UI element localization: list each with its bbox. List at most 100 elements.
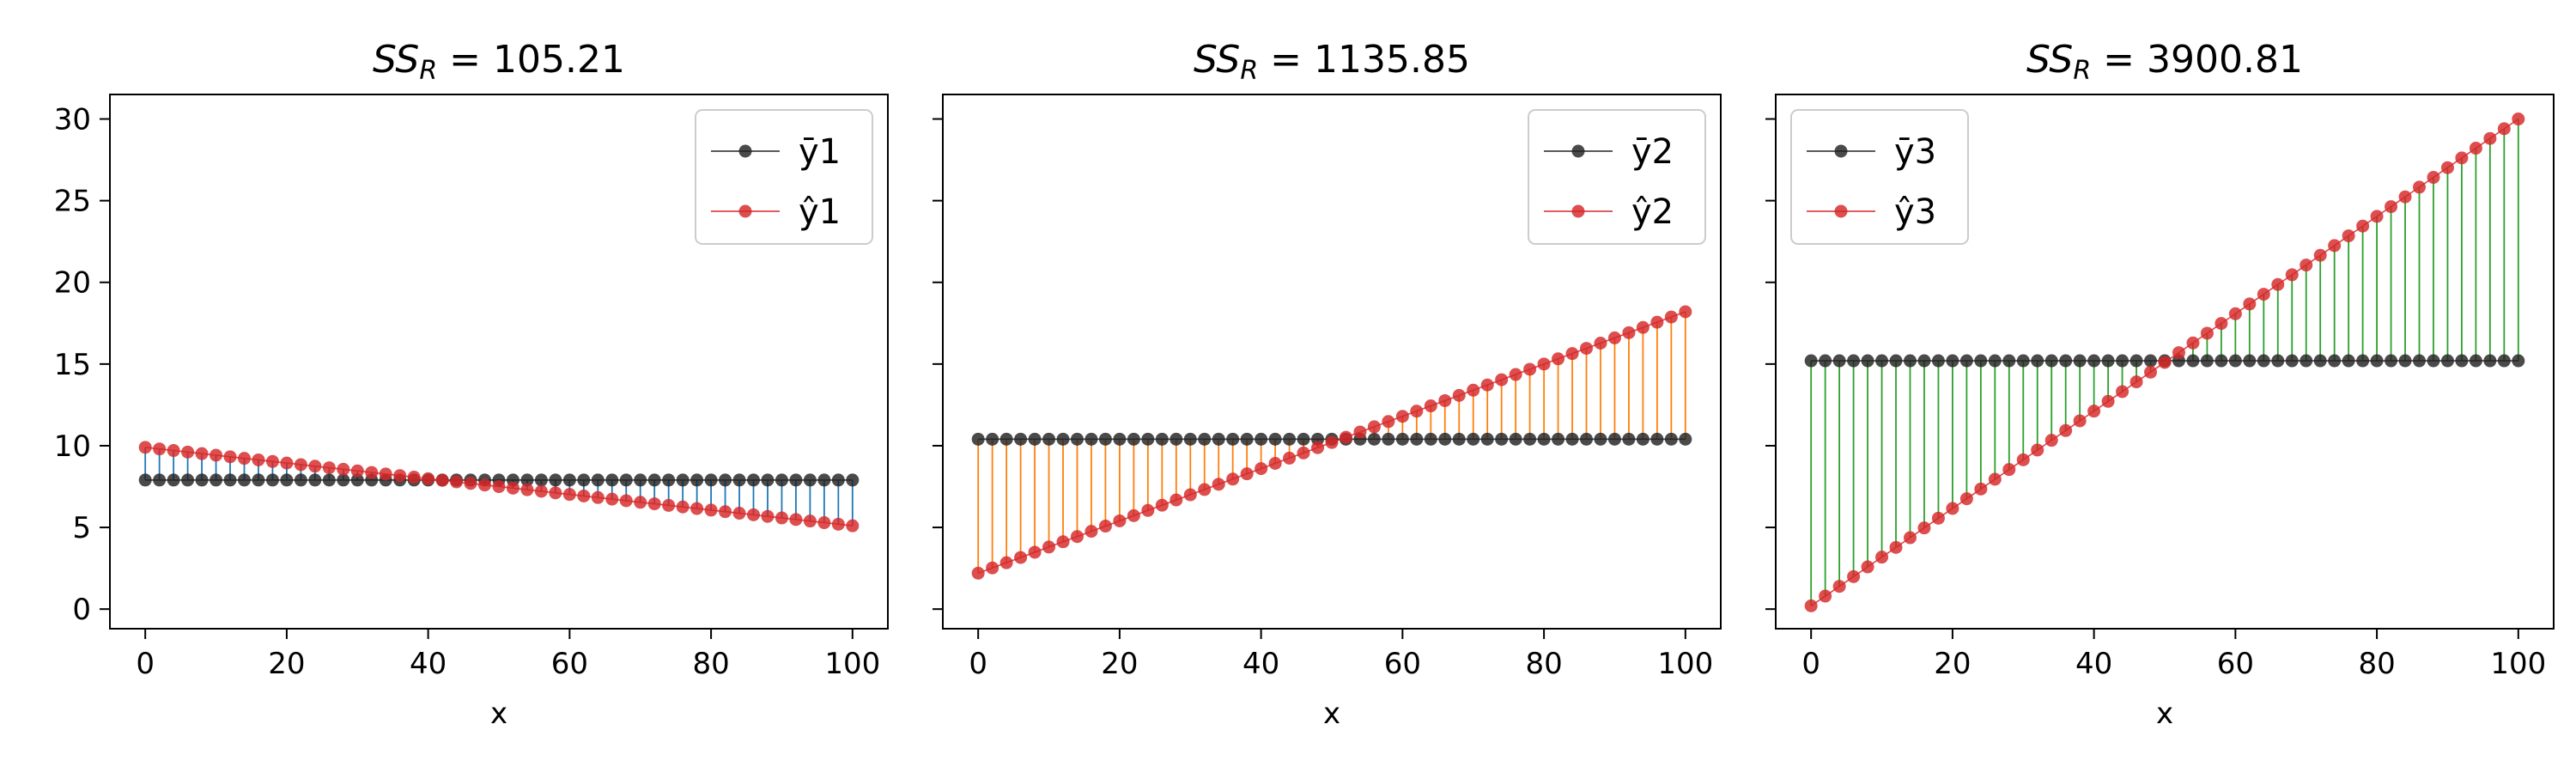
data-point-mean xyxy=(2087,354,2101,368)
data-point-mean xyxy=(2440,354,2454,368)
data-point-mean xyxy=(1832,354,1846,368)
data-point-mean xyxy=(1594,432,1607,446)
title-value: 1135.85 xyxy=(1314,38,1470,82)
data-point-predicted xyxy=(1127,508,1140,522)
data-point-mean xyxy=(265,473,279,487)
data-point-mean xyxy=(803,473,817,487)
data-point-predicted xyxy=(195,447,209,460)
title-equals: = xyxy=(437,38,493,82)
y-tick-label: 15 xyxy=(54,348,91,382)
data-point-mean xyxy=(195,473,209,487)
legend-marker xyxy=(738,204,752,218)
data-point-predicted xyxy=(464,477,477,490)
data-point-mean xyxy=(817,473,831,487)
x-tick-label: 100 xyxy=(824,647,880,681)
chart-panel-2: SSR = 1135.85 0 20 40 60 80 100 x ȳ2 ŷ2 xyxy=(933,38,1722,731)
data-point-predicted xyxy=(1537,357,1551,371)
y-tick-label: 0 xyxy=(72,593,91,627)
data-point-mean xyxy=(1580,432,1594,446)
data-point-mean xyxy=(153,473,167,487)
data-point-mean xyxy=(2228,354,2242,368)
x-axis-label: x xyxy=(1323,697,1340,731)
data-point-mean xyxy=(1283,432,1297,446)
data-point-predicted xyxy=(1028,545,1042,559)
data-point-predicted xyxy=(1198,483,1212,496)
data-point-mean xyxy=(2186,354,2200,368)
x-tick-label: 60 xyxy=(1384,647,1421,681)
data-point-predicted xyxy=(676,500,690,514)
data-point-predicted xyxy=(2455,151,2469,165)
data-point-mean xyxy=(1452,432,1466,446)
x-axis-label: x xyxy=(490,697,507,731)
title-subscript: R xyxy=(419,56,437,86)
data-point-predicted xyxy=(732,507,746,520)
data-point-mean xyxy=(2002,354,2016,368)
x-tick-label: 40 xyxy=(410,647,447,681)
data-point-predicted xyxy=(1113,514,1127,527)
data-point-predicted xyxy=(2342,229,2355,243)
data-point-mean xyxy=(1607,432,1621,446)
legend: ȳ3 ŷ3 xyxy=(1790,109,1969,245)
data-point-mean xyxy=(1931,354,1945,368)
data-point-predicted xyxy=(817,516,831,530)
data-point-mean xyxy=(2385,354,2398,368)
data-point-mean xyxy=(2469,354,2482,368)
data-point-predicted xyxy=(1607,331,1621,344)
data-point-predicted xyxy=(450,475,464,489)
data-point-predicted xyxy=(647,497,661,511)
data-point-mean xyxy=(1014,432,1028,446)
data-point-predicted xyxy=(1509,368,1522,381)
data-point-mean xyxy=(831,473,845,487)
data-point-predicted xyxy=(2440,161,2454,174)
data-point-mean xyxy=(676,473,690,487)
data-point-predicted xyxy=(1170,493,1183,507)
data-point-predicted xyxy=(308,460,322,473)
legend-label: ŷ1 xyxy=(799,192,841,232)
data-point-mean xyxy=(2483,354,2497,368)
axes-frame xyxy=(1775,94,2555,630)
data-point-predicted xyxy=(1875,551,1889,564)
legend: ȳ2 ŷ2 xyxy=(1528,109,1706,245)
data-point-mean xyxy=(1170,432,1183,446)
data-point-mean xyxy=(1127,432,1140,446)
data-point-mean xyxy=(647,473,661,487)
x-tick-label: 100 xyxy=(2490,647,2546,681)
data-point-predicted xyxy=(350,464,364,478)
data-point-mean xyxy=(2129,354,2143,368)
data-point-mean xyxy=(2144,354,2158,368)
title-prefix: SS xyxy=(1194,38,1240,82)
data-point-mean xyxy=(1875,354,1889,368)
data-point-predicted xyxy=(1014,551,1028,564)
data-point-predicted xyxy=(1552,352,1565,366)
data-point-predicted xyxy=(2031,443,2044,457)
data-point-mean xyxy=(1098,432,1112,446)
data-point-predicted xyxy=(210,448,223,462)
data-point-predicted xyxy=(534,484,548,498)
y-tick-label: 30 xyxy=(54,103,91,137)
data-point-predicted xyxy=(1467,383,1480,397)
data-point-predicted xyxy=(435,473,449,487)
legend-label: ȳ3 xyxy=(1894,132,1936,172)
data-point-predicted xyxy=(2087,405,2101,418)
data-point-mean xyxy=(2398,354,2412,368)
data-point-predicted xyxy=(1226,472,1240,486)
data-point-predicted xyxy=(1084,525,1098,539)
data-point-mean xyxy=(971,432,985,446)
data-point-predicted xyxy=(294,458,307,472)
data-point-mean xyxy=(747,473,761,487)
data-point-predicted xyxy=(747,508,761,521)
data-point-mean xyxy=(2300,354,2313,368)
title-prefix: SS xyxy=(373,38,419,82)
data-point-predicted xyxy=(2228,307,2242,320)
data-point-predicted xyxy=(1098,520,1112,533)
data-point-predicted xyxy=(2200,326,2214,340)
data-point-predicted xyxy=(662,498,676,512)
data-point-predicted xyxy=(1452,388,1466,402)
data-point-predicted xyxy=(223,450,237,464)
data-point-predicted xyxy=(971,566,985,580)
data-point-predicted xyxy=(2044,434,2058,447)
data-point-mean xyxy=(2031,354,2044,368)
x-tick-label: 80 xyxy=(1525,647,1562,681)
data-point-mean xyxy=(719,473,732,487)
data-point-mean xyxy=(1622,432,1636,446)
